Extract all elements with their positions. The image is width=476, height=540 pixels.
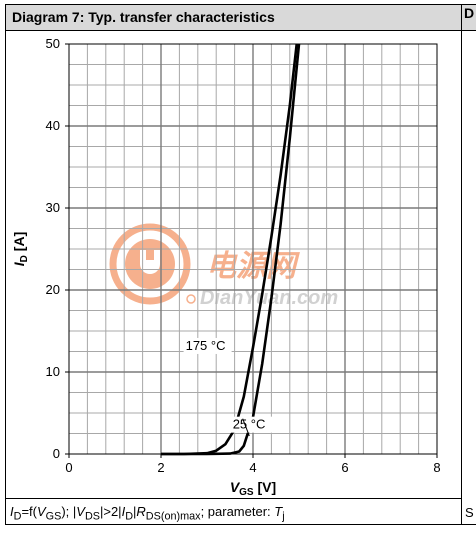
x-tick-label: 8 [433,460,440,475]
series-label-leader [242,418,250,437]
y-tick-label: 30 [46,200,60,215]
x-tick-label: 2 [157,460,164,475]
x-axis-ticks: 0 2 4 6 8 [65,454,441,475]
watermark-ring [109,223,191,305]
diagram-title: Diagram 7: Typ. transfer characteristics [12,9,275,25]
x-axis-label: VGS [V] [230,479,276,498]
diagram-header: Diagram 7: Typ. transfer characteristics [6,5,461,31]
y-tick-label: 0 [53,446,60,461]
series-label-bg [230,416,279,433]
y-tick-label: 20 [46,282,60,297]
series-label-bg [183,337,232,354]
x-tick-label: 6 [341,460,348,475]
major-grid [69,44,437,454]
y-tick-label: 40 [46,118,60,133]
adjacent-footer-char: S [465,505,474,520]
y-axis-ticks: 0 10 20 30 40 50 [46,36,69,461]
y-axis-label: ID [A] [11,232,30,266]
adjacent-header-char: D [462,5,476,31]
y-tick-label: 10 [46,364,60,379]
x-tick-label: 4 [249,460,256,475]
x-tick-label: 0 [65,460,72,475]
y-tick-label: 50 [46,36,60,51]
watermark-logo: 电源网 DianYuan.com [109,223,338,309]
series-layer: 175 °C 25 °C [161,43,301,456]
watermark-registered-mark [186,294,196,304]
plug-icon [140,250,160,274]
caption-text: ID=f(VGS); |VDS|>2|ID|RDS(on)max; parame… [10,504,285,523]
series-label-0: 175 °C [186,338,226,353]
adjacent-diagram-edge: D S [462,4,476,525]
minor-grid [69,44,437,454]
series-label-1: 25 °C [233,417,266,432]
diagram-caption: ID=f(VGS); |VDS|>2|ID|RDS(on)max; parame… [6,498,461,524]
diagram-frame: Diagram 7: Typ. transfer characteristics… [5,4,462,525]
